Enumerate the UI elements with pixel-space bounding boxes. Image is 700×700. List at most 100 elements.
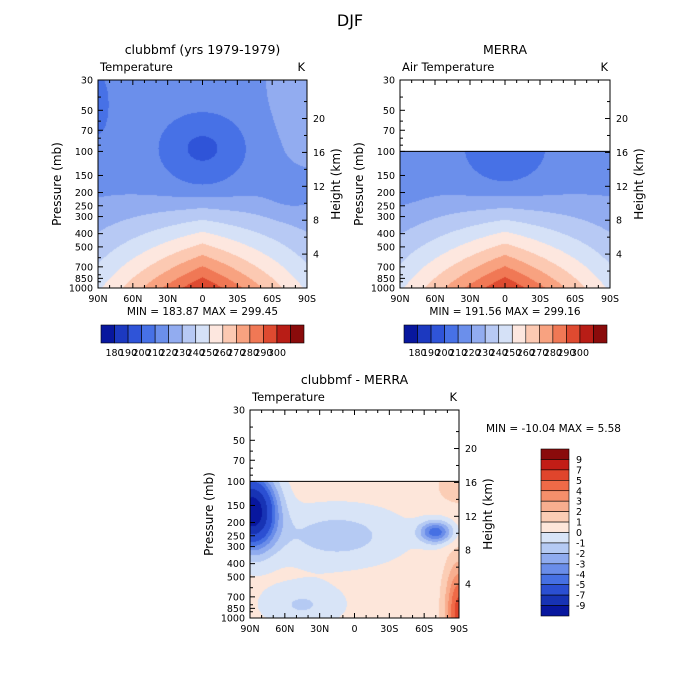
colorbar-swatch [168, 324, 183, 344]
pressure-tick-label: 70 [383, 126, 395, 137]
colorbar-swatch [540, 584, 570, 596]
colorbar-swatch [540, 490, 570, 502]
colorbar-label: 190 [422, 348, 440, 359]
colorbar-swatch [403, 324, 418, 344]
colorbar-label: 300 [268, 348, 286, 359]
colorbar-swatch [484, 324, 500, 344]
colorbar-swatch [208, 324, 224, 344]
pressure-tick-label: 850 [227, 604, 245, 615]
colorbar-swatch [593, 324, 608, 344]
colorbar-swatch [540, 511, 570, 523]
colorbar-label: 180 [408, 348, 426, 359]
x-tick-label: 90S [601, 294, 619, 305]
unit-label: K [297, 60, 305, 74]
y-axis-label-pressure: Pressure (mb) [202, 472, 216, 556]
x-tick-label: 30S [531, 294, 549, 305]
colorbar-swatch [566, 324, 581, 344]
colorbar-swatch [552, 324, 567, 344]
colorbar-label: 280 [241, 348, 259, 359]
colorbar-label: 220 [463, 348, 481, 359]
colorbar-label: 9 [576, 455, 582, 466]
x-tick-label: 0 [502, 294, 508, 305]
colorbar-swatch [444, 324, 459, 344]
y-axis-label-height: Height (km) [481, 478, 495, 549]
panels-layer: clubbmf (yrs 1979-1979) Temperature K 90N 60… [50, 42, 646, 635]
height-tick-label: 4 [313, 250, 319, 261]
colorbar-label: -4 [576, 570, 585, 581]
colorbar-swatch [222, 324, 237, 344]
pressure-tick-label: 1000 [371, 284, 395, 295]
pressure-tick-label: 500 [75, 242, 93, 253]
y-axis-label-height: Height (km) [632, 148, 646, 219]
pressure-tick-label: 400 [377, 229, 395, 240]
x-tick-label: 60N [275, 624, 294, 635]
colorbar-label: 240 [490, 348, 508, 359]
colorbar-swatch [181, 324, 197, 344]
colorbar-label: 290 [557, 348, 575, 359]
pressure-tick-label: 150 [75, 171, 93, 182]
colorbar-label: -9 [576, 601, 585, 612]
height-tick-label: 16 [616, 148, 628, 159]
x-tick-label: 90S [450, 624, 468, 635]
pressure-tick-label: 700 [75, 262, 93, 273]
colorbar-swatch [539, 324, 554, 344]
colorbar-swatch [195, 324, 210, 344]
height-tick-label: 20 [313, 114, 325, 125]
panel-2: MERRA Air Temperature K 90N 60N 30N 0 30S 60S 90S… [352, 42, 646, 318]
colorbar-label: 2 [576, 507, 582, 518]
colorbar-swatch [525, 324, 540, 344]
colorbar-label: 270 [227, 348, 245, 359]
pressure-tick-label: 250 [75, 201, 93, 212]
colorbar-label: 230 [476, 348, 494, 359]
colorbar-swatch [114, 324, 129, 344]
pressure-tick-label: 850 [377, 274, 395, 285]
colorbar-label: -1 [576, 538, 585, 549]
pressure-tick-label: 150 [377, 171, 395, 182]
x-tick-label: 90S [298, 294, 316, 305]
pressure-tick-label: 50 [383, 106, 395, 117]
x-tick-label: 60S [263, 294, 281, 305]
pressure-tick-label: 100 [227, 477, 245, 488]
pressure-tick-label: 500 [377, 242, 395, 253]
pressure-tick-label: 70 [81, 126, 93, 137]
colorbar-swatch [540, 448, 570, 460]
colorbar-swatch [540, 500, 570, 512]
colorbar-label: 250 [200, 348, 218, 359]
colorbar-label: 230 [173, 348, 191, 359]
pressure-tick-label: 50 [233, 436, 245, 447]
colorbar-label: 300 [571, 348, 589, 359]
unit-label: K [449, 390, 457, 404]
height-tick-label: 16 [313, 148, 325, 159]
panel-title: clubbmf (yrs 1979-1979) [125, 42, 281, 57]
colorbar-swatch [511, 324, 527, 344]
min-max-text: MIN = -10.04 MAX = 5.58 [486, 423, 621, 435]
pressure-tick-label: 1000 [69, 284, 93, 295]
pressure-tick-label: 70 [233, 456, 245, 467]
height-tick-label: 12 [313, 182, 325, 193]
colorbar-swatch [579, 324, 594, 344]
x-tick-label: 90N [88, 294, 107, 305]
colorbar-label: 220 [160, 348, 178, 359]
colorbar-label: 7 [576, 465, 582, 476]
colorbar-swatch [471, 324, 486, 344]
x-tick-label: 30S [380, 624, 398, 635]
colorbar-swatch [430, 324, 445, 344]
colorbar-label: 210 [146, 348, 164, 359]
pressure-tick-label: 700 [377, 262, 395, 273]
colorbar-label: 280 [544, 348, 562, 359]
colorbar-swatch [540, 459, 570, 471]
colorbar-swatch [540, 480, 570, 492]
panel-title: clubbmf - MERRA [301, 372, 409, 387]
colorbar-swatch [540, 563, 570, 575]
pressure-tick-label: 250 [377, 201, 395, 212]
x-tick-label: 60N [123, 294, 142, 305]
colorbar-swatch [540, 573, 570, 585]
x-tick-label: 90N [240, 624, 259, 635]
height-tick-label: 12 [465, 512, 477, 523]
pressure-tick-label: 100 [377, 147, 395, 158]
pressure-tick-label: 250 [227, 531, 245, 542]
colorbar-label: 200 [436, 348, 454, 359]
x-tick-label: 60N [425, 294, 444, 305]
